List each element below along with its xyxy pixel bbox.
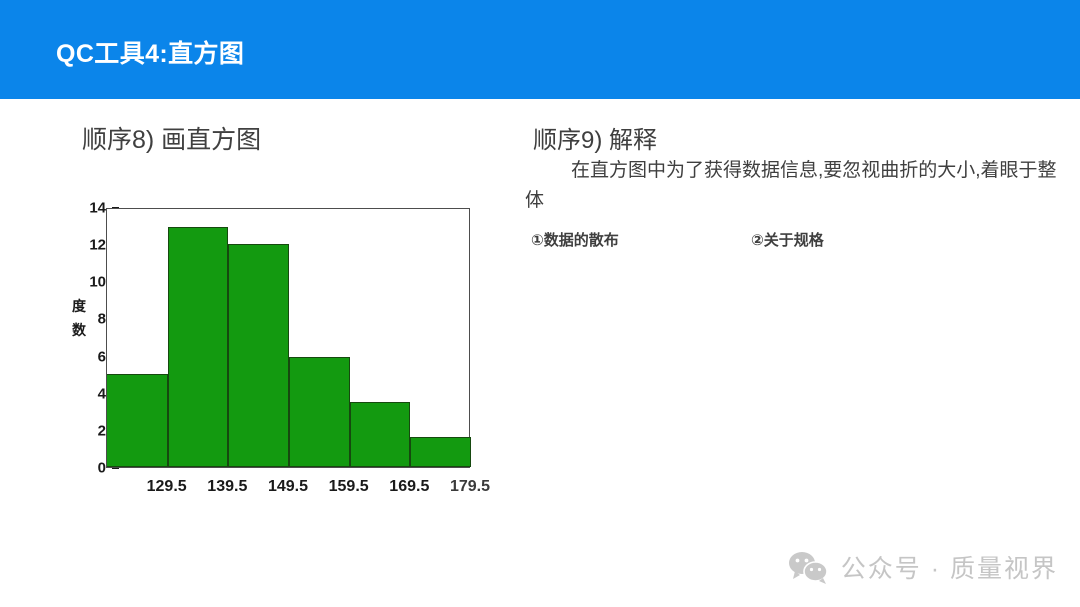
header-banner: QC工具4:直方图 — [0, 0, 1080, 99]
wechat-icon — [787, 550, 829, 584]
explanation-heading: 顺序9) 解释 — [533, 127, 658, 154]
histogram-bar — [349, 402, 411, 467]
y-axis-tick-labels: 0 2 4 6 8 10 12 14 — [60, 184, 106, 594]
y-axis-tick-label: 0 — [97, 459, 106, 477]
y-axis-tick-label: 10 — [89, 273, 106, 291]
x-axis-tick-label: 159.5 — [328, 478, 369, 495]
plot-area — [106, 208, 471, 468]
watermark-text: 公众号 · 质量视界 — [840, 555, 1058, 583]
histogram-bar — [289, 357, 350, 467]
column-title: ①数据的散布 — [531, 232, 619, 249]
y-axis-tick-label: 12 — [89, 236, 106, 254]
histogram-bar — [167, 227, 229, 467]
y-axis-title-char: 数 — [72, 322, 86, 338]
y-axis-title-char: 度 — [72, 298, 86, 314]
x-axis-tick-label: 129.5 — [146, 478, 187, 495]
explanation-column-1: ①数据的散布 — [531, 229, 761, 254]
y-axis-tick-label: 4 — [97, 385, 106, 403]
y-axis-tick-mark — [112, 467, 119, 469]
histogram-bar — [228, 244, 289, 467]
y-axis-title: 度数 — [70, 294, 88, 342]
histogram-chart: 度数 0 2 4 6 8 10 12 14 129.5 139.5 149.5 159.5 169.5… — [60, 184, 500, 594]
y-axis-tick-label: 2 — [97, 422, 106, 440]
slide-body: 顺序8) 画直方图 度数 0 2 4 6 8 10 12 14 129.5 139.5 149.5… — [0, 99, 1080, 607]
column-title: ②关于规格 — [751, 232, 824, 249]
y-axis-tick-label: 14 — [89, 199, 106, 217]
page-title: QC工具4:直方图 — [56, 40, 245, 68]
explanation-column-2: ②关于规格 — [751, 229, 1080, 254]
histogram-bar — [107, 374, 168, 467]
x-axis-tick-label: 169.5 — [389, 478, 430, 495]
explanation-panel: 顺序9) 解释 在直方图中为了获得数据信息,要忽视曲折的大小,着眼于整体 ①数据… — [505, 99, 1080, 607]
explanation-body: 在直方图中为了获得数据信息,要忽视曲折的大小,着眼于整体 — [525, 160, 1057, 211]
x-axis-tick-label: 149.5 — [267, 478, 309, 495]
x-axis-tick-label: 139.5 — [207, 478, 248, 495]
x-axis-tick-label: 179.5 — [449, 478, 491, 495]
chart-section-heading: 顺序8) 画直方图 — [82, 126, 262, 154]
chart-panel: 顺序8) 画直方图 度数 0 2 4 6 8 10 12 14 129.5 139.5 149.5… — [0, 99, 505, 607]
y-axis-tick-label: 6 — [97, 348, 106, 366]
watermark: 公众号 · 质量视界 — [787, 549, 1058, 585]
y-axis-tick-label: 8 — [97, 310, 106, 328]
histogram-bar — [410, 437, 471, 467]
